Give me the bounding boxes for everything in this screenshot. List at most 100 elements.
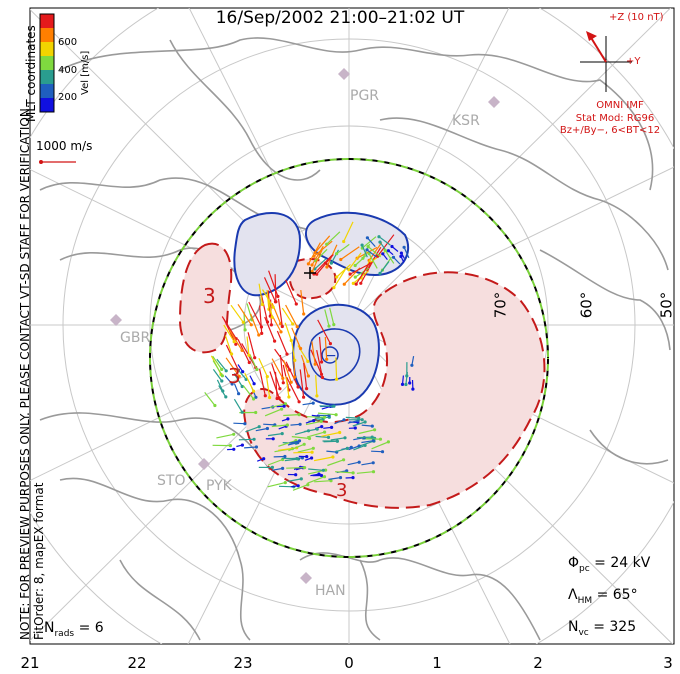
vector-line	[233, 383, 240, 394]
vector-line	[313, 456, 334, 462]
vector-line	[306, 431, 325, 438]
vector-line	[347, 461, 360, 466]
vector-line	[315, 375, 318, 396]
vector-line	[324, 336, 328, 360]
vector-line	[348, 252, 362, 270]
vector-line	[314, 416, 330, 419]
lat-label-60: 60°	[577, 291, 596, 319]
vector-line	[405, 372, 408, 385]
stat-n-vc: Nvc = 325	[568, 619, 637, 638]
vector-line	[249, 353, 258, 370]
preview-note: NOTE: FOR PREVIEW PURPOSES ONLY. PLEASE …	[18, 104, 32, 640]
colorbar	[40, 14, 54, 113]
mlt-label-3: 3	[663, 654, 673, 672]
vector-line	[345, 416, 359, 419]
vector-line	[356, 246, 378, 259]
potential-max-marker	[304, 267, 316, 279]
vector-line	[393, 256, 401, 265]
imf-by-label: +Y	[626, 56, 641, 67]
vector-line	[329, 307, 335, 325]
colorbar-tick-200: 200	[58, 92, 78, 103]
vector-line	[314, 258, 327, 270]
vector-line	[388, 250, 394, 256]
vector-line	[305, 420, 314, 424]
svg-text:−: −	[325, 348, 337, 364]
vector-line	[353, 444, 366, 451]
negative-potential-cells: −	[233, 211, 410, 406]
vector-line	[384, 249, 395, 264]
vector-line	[340, 246, 360, 260]
vector-line	[271, 424, 288, 428]
vector-line	[236, 444, 243, 448]
colorbar-label: Vel [m/s]	[80, 50, 91, 95]
vector-line	[361, 244, 368, 258]
vector-line	[258, 357, 268, 377]
vector-line	[303, 362, 308, 389]
vector-line	[300, 355, 309, 377]
side-notes: NOTE: FOR PREVIEW PURPOSES ONLY. PLEASE …	[18, 104, 46, 640]
vector-line	[233, 398, 243, 413]
stat-phi-pc: Φpc = 24 kV	[568, 555, 651, 574]
vector-line	[278, 440, 297, 447]
vector-line	[242, 385, 255, 400]
vector-line	[335, 471, 354, 474]
vector-line	[246, 303, 253, 321]
vector-line	[403, 247, 410, 259]
vector-line	[247, 332, 256, 358]
vector-line	[323, 426, 332, 429]
vector-line	[382, 253, 388, 260]
vector-line	[366, 237, 376, 248]
vector-line	[311, 245, 324, 266]
vector-line	[293, 451, 313, 454]
vector-line	[261, 289, 274, 308]
vector-line	[287, 478, 302, 482]
vector-line	[292, 484, 309, 491]
vector-line	[274, 348, 291, 371]
vector-line	[317, 319, 331, 344]
vector-line	[233, 373, 243, 387]
vector-line	[343, 221, 354, 242]
colorbar-segment	[40, 42, 54, 57]
vector-line	[223, 324, 235, 343]
vector-line	[259, 368, 266, 396]
contour-label-c: 3	[336, 480, 348, 501]
vector-line	[349, 261, 373, 275]
colorbar-segment	[40, 84, 54, 99]
vector-line	[336, 243, 350, 255]
mlt-label-1: 1	[432, 654, 442, 672]
vector-line	[233, 422, 245, 425]
velocity-scale-bar	[39, 160, 76, 164]
vector-line	[356, 436, 373, 439]
vector-line	[378, 236, 391, 246]
site-ksr: KSR	[452, 113, 480, 129]
vector-line	[285, 376, 290, 398]
mlt-label-21: 21	[20, 654, 40, 672]
colorbar-segment	[40, 56, 54, 71]
site-gbr: GBR	[120, 330, 151, 346]
vector-line	[371, 441, 389, 450]
vector-line	[237, 303, 252, 326]
vector-line	[204, 392, 216, 406]
vector-line	[361, 236, 377, 249]
vector-line	[228, 329, 243, 351]
vector-line	[283, 360, 292, 383]
vector-line	[263, 277, 277, 303]
colorbar-tick-600: 600	[58, 37, 78, 48]
vector-line	[328, 477, 341, 480]
vector-line	[285, 361, 299, 388]
vector-line	[310, 349, 323, 375]
vector-line	[327, 459, 344, 467]
vector-line	[285, 304, 298, 328]
vector-line	[288, 443, 305, 452]
vector-line	[216, 358, 227, 372]
vector-line	[291, 327, 302, 349]
vector-line	[310, 473, 320, 477]
lat-label-50: 50°	[657, 291, 676, 319]
vector-line	[224, 335, 233, 355]
vector-line	[274, 371, 278, 399]
site-pgr: PGR	[350, 88, 380, 104]
vector-line	[400, 256, 405, 263]
vector-line	[316, 254, 334, 275]
vector-line	[330, 437, 346, 441]
